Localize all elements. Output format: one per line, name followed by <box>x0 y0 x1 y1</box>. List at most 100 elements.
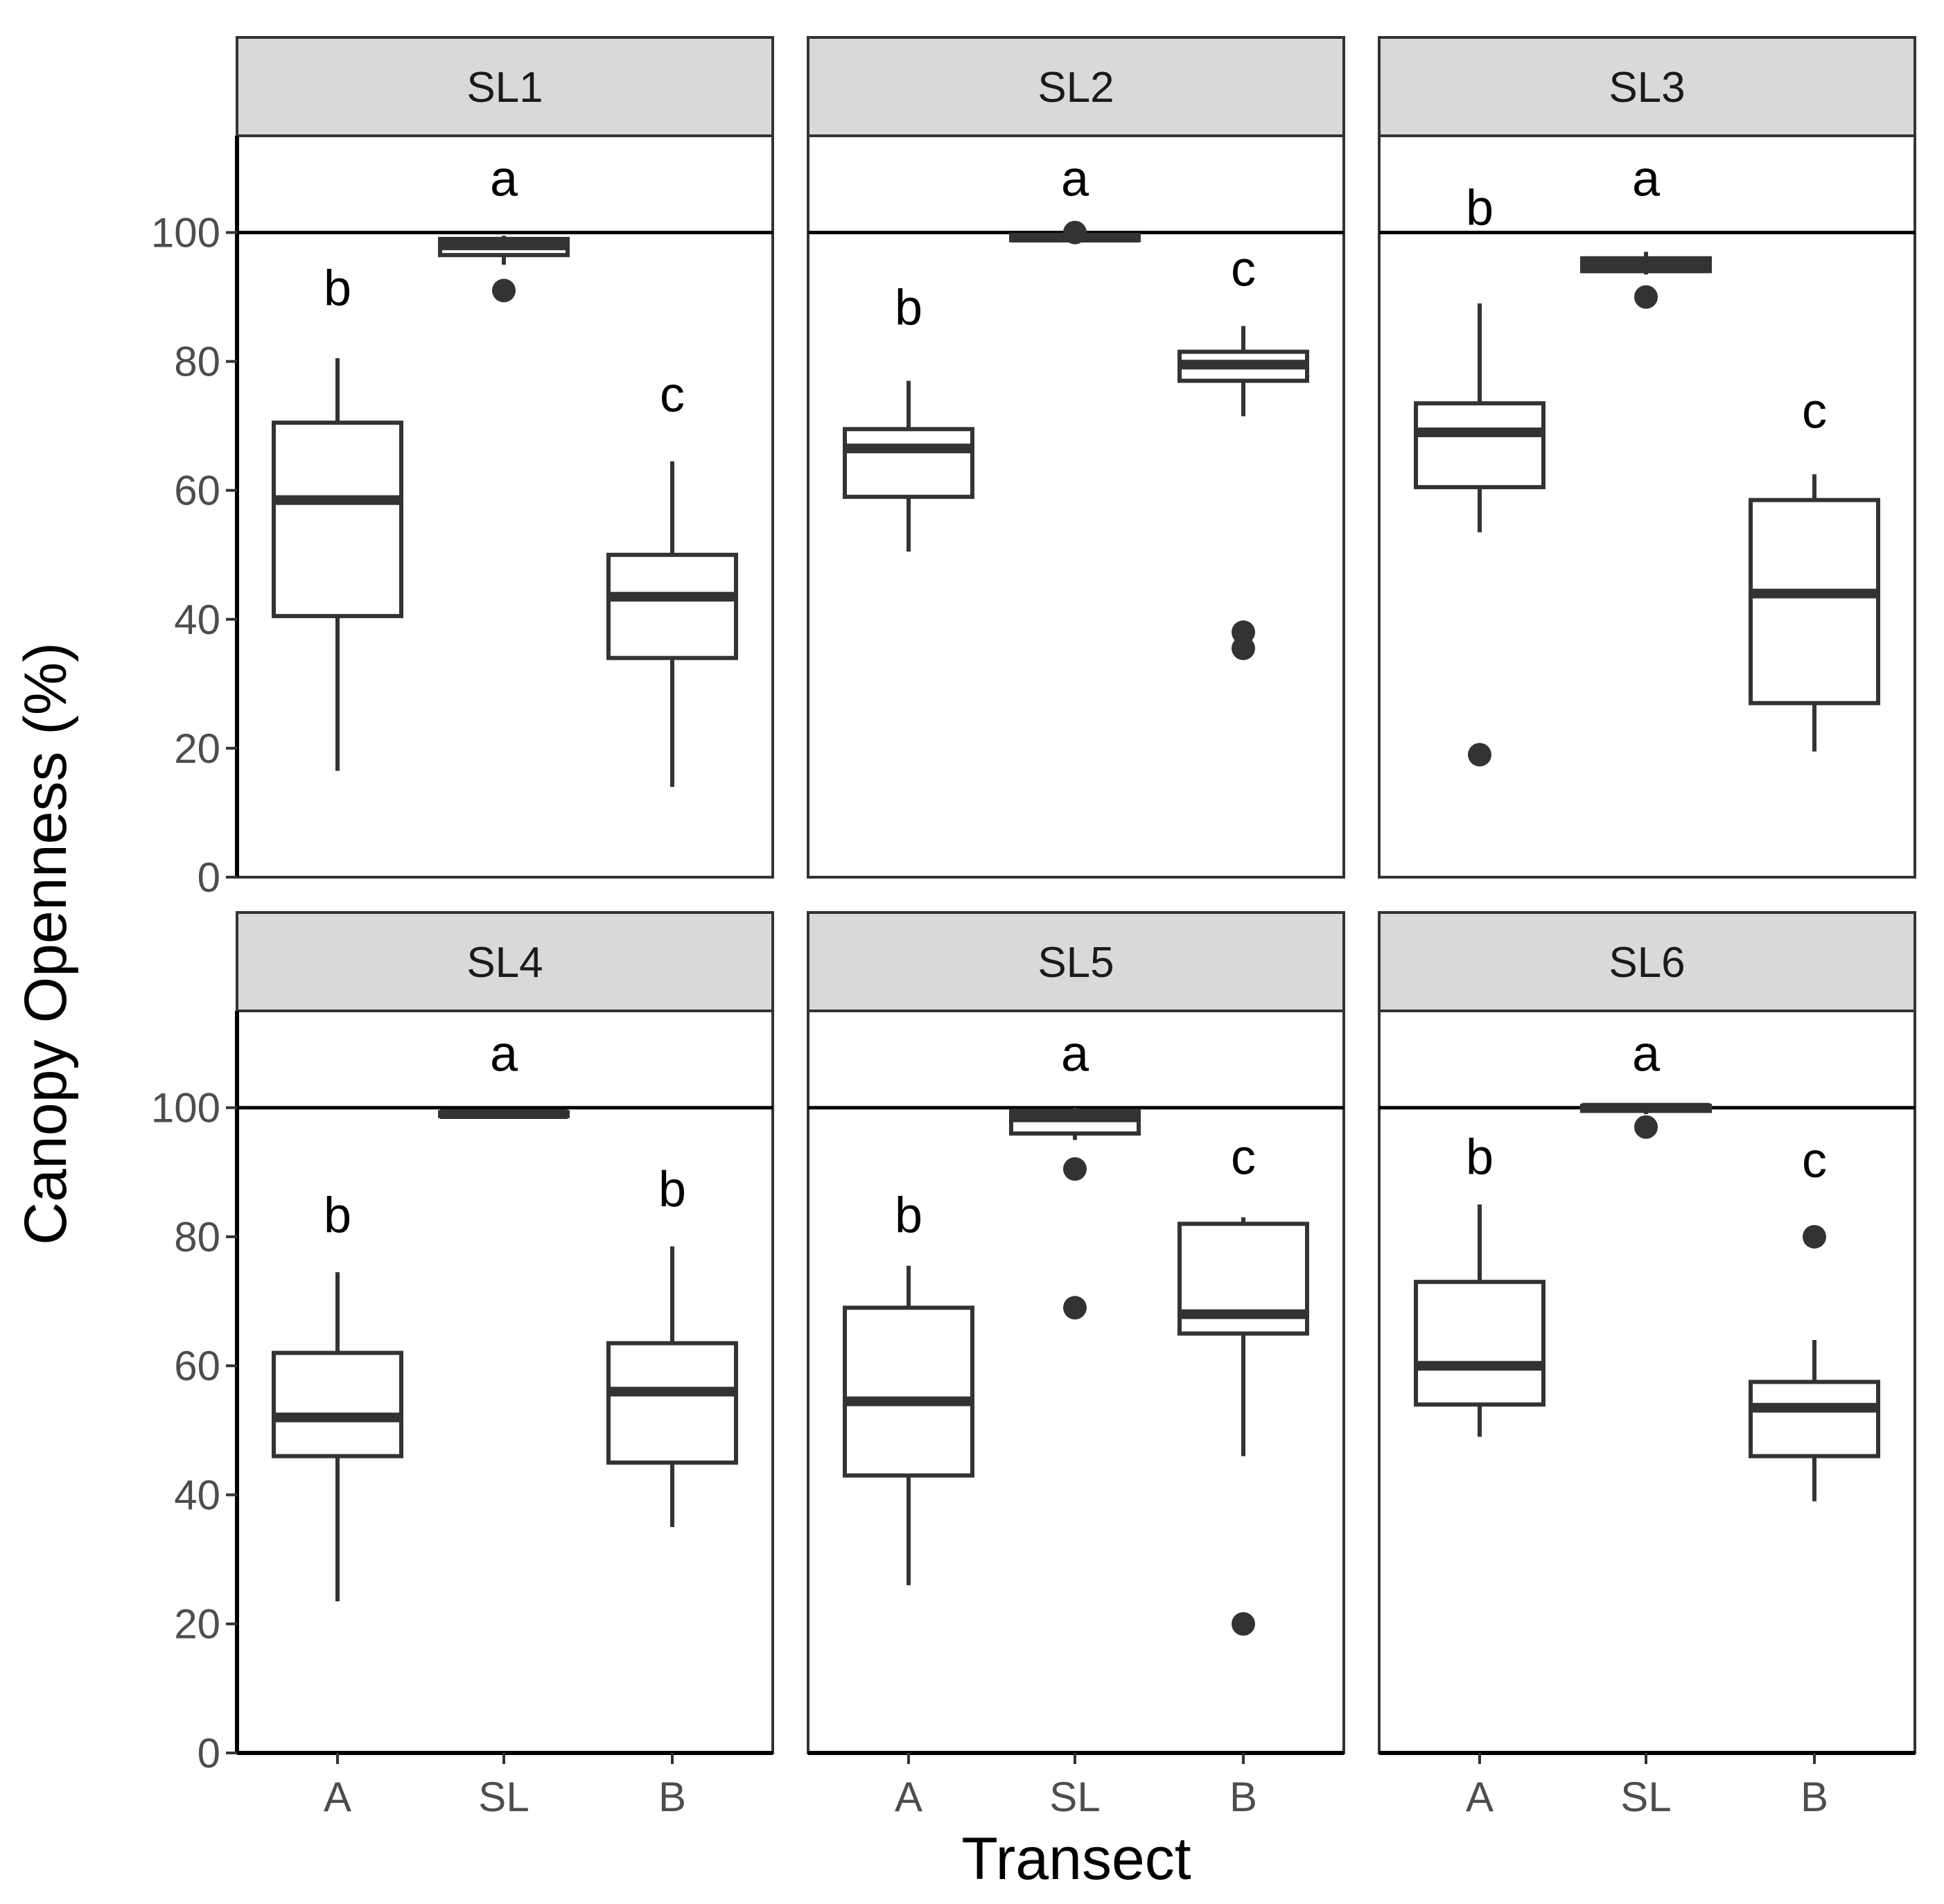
significance-letter: b <box>895 1188 922 1243</box>
panel-sl6: SL6 A SL Bb a c <box>1378 911 1916 1820</box>
outlier-point <box>1232 636 1255 660</box>
x-axis-title: Transect <box>961 1826 1191 1892</box>
box-b: c <box>1749 1133 1880 1501</box>
y-tick-label: 80 <box>174 1214 220 1260</box>
y-tick-label: 0 <box>198 854 220 901</box>
facet-strip <box>807 36 1345 137</box>
box-body <box>272 1350 403 1458</box>
y-tick-label: 40 <box>174 1472 220 1518</box>
significance-letter: b <box>1466 180 1494 236</box>
box-a: b <box>843 281 974 552</box>
y-tick-label: 60 <box>174 1343 220 1389</box>
facet-strip <box>807 911 1345 1012</box>
box-a: b <box>272 261 403 771</box>
box-b: c <box>1749 383 1880 752</box>
y-tick-label: 20 <box>174 1601 220 1648</box>
y-axis-title: Canopy Openness (%) <box>12 642 79 1245</box>
significance-letter: b <box>324 261 351 317</box>
significance-letter: c <box>1802 1133 1827 1188</box>
box-a: b <box>272 1188 403 1602</box>
outlier-point <box>1468 743 1491 767</box>
facet-strip-label: SL1 <box>466 64 543 112</box>
y-tick-label: 20 <box>174 725 220 772</box>
box-body <box>1414 1280 1545 1407</box>
outlier-point <box>1063 220 1087 245</box>
y-tick-label: 40 <box>174 597 220 643</box>
significance-letter: c <box>1231 1130 1256 1185</box>
significance-letter: a <box>490 151 518 206</box>
box-a: b <box>1414 180 1545 767</box>
outlier-point <box>1634 1115 1658 1139</box>
outlier-point <box>1803 1224 1826 1249</box>
box-body <box>272 421 403 619</box>
facet-panels: SL1 0 20 40 60 80 100 b a c SL2 b a c SL3 b a c SL4 0 20 40 60… <box>151 36 1916 1820</box>
significance-letter: a <box>1632 1027 1661 1082</box>
box-sl: a <box>438 151 570 303</box>
outlier-point <box>1232 620 1255 644</box>
box-b: c <box>1177 1130 1309 1636</box>
x-tick-label: B <box>1229 1774 1257 1820</box>
box-sl: a <box>1009 1027 1141 1320</box>
box-body <box>843 427 974 500</box>
y-tick-label: 60 <box>174 468 220 514</box>
facet-strip <box>236 911 774 1012</box>
y-tick-label: 100 <box>151 1085 220 1131</box>
box-sl: a <box>1580 1027 1712 1139</box>
y-tick-label: 80 <box>174 339 220 385</box>
panel-sl3: SL3 b a c <box>1378 36 1916 879</box>
facet-strip <box>1378 36 1916 137</box>
box-sl: a <box>438 1027 570 1120</box>
box-body <box>606 1341 738 1465</box>
box-body <box>1749 1379 1880 1458</box>
panel-sl2: SL2 b a c <box>807 36 1345 879</box>
x-tick-label: A <box>895 1774 922 1820</box>
y-tick-label: 0 <box>198 1730 220 1777</box>
y-tick-label: 100 <box>151 210 220 256</box>
panel-sl5: SL5 A SL Bb a c <box>807 911 1345 1820</box>
significance-letter: c <box>1802 383 1827 439</box>
x-tick-label: SL <box>1049 1774 1100 1820</box>
x-tick-label: SL <box>1620 1774 1671 1820</box>
outlier-point <box>1063 1296 1087 1320</box>
outlier-point <box>1063 1157 1087 1181</box>
x-tick-label: B <box>1801 1774 1828 1820</box>
significance-letter: a <box>1061 1027 1089 1082</box>
facet-strip-label: SL5 <box>1037 939 1114 987</box>
panel-sl1: SL1 0 20 40 60 80 100 b a c <box>151 36 774 901</box>
box-a: b <box>843 1188 974 1585</box>
x-tick-label: A <box>1466 1774 1494 1820</box>
facet-strip-label: SL6 <box>1609 939 1685 987</box>
box-body <box>1414 401 1545 490</box>
box-sl: a <box>1580 151 1712 309</box>
outlier-point <box>1232 1612 1255 1636</box>
significance-letter: b <box>324 1188 351 1243</box>
x-tick-label: SL <box>478 1774 529 1820</box>
box-body <box>1749 497 1880 705</box>
panel-sl4: SL4 0 20 40 60 80 100 A SL Bb a b <box>151 911 774 1820</box>
outlier-point <box>1634 285 1658 309</box>
box-sl: a <box>1009 151 1141 245</box>
facet-strip-label: SL4 <box>466 939 543 987</box>
significance-letter: b <box>895 281 922 336</box>
box-b: c <box>1177 242 1309 660</box>
significance-letter: c <box>1231 242 1256 297</box>
outlier-point <box>492 279 516 303</box>
significance-letter: b <box>1466 1130 1494 1185</box>
significance-letter: a <box>1632 151 1661 206</box>
x-tick-label: A <box>324 1774 351 1820</box>
facet-strip-label: SL2 <box>1037 64 1114 112</box>
box-body <box>606 552 738 660</box>
facet-strip-label: SL3 <box>1609 64 1685 112</box>
significance-letter: c <box>660 367 685 423</box>
x-tick-label: B <box>658 1774 686 1820</box>
facet-strip <box>236 36 774 137</box>
box-b: b <box>606 1162 738 1528</box>
significance-letter: a <box>1061 151 1089 206</box>
panel-area <box>807 134 1345 879</box>
significance-letter: b <box>658 1162 686 1217</box>
box-b: c <box>606 367 738 787</box>
significance-letter: a <box>490 1027 518 1082</box>
box-a: b <box>1414 1130 1545 1437</box>
box-body <box>843 1305 974 1478</box>
